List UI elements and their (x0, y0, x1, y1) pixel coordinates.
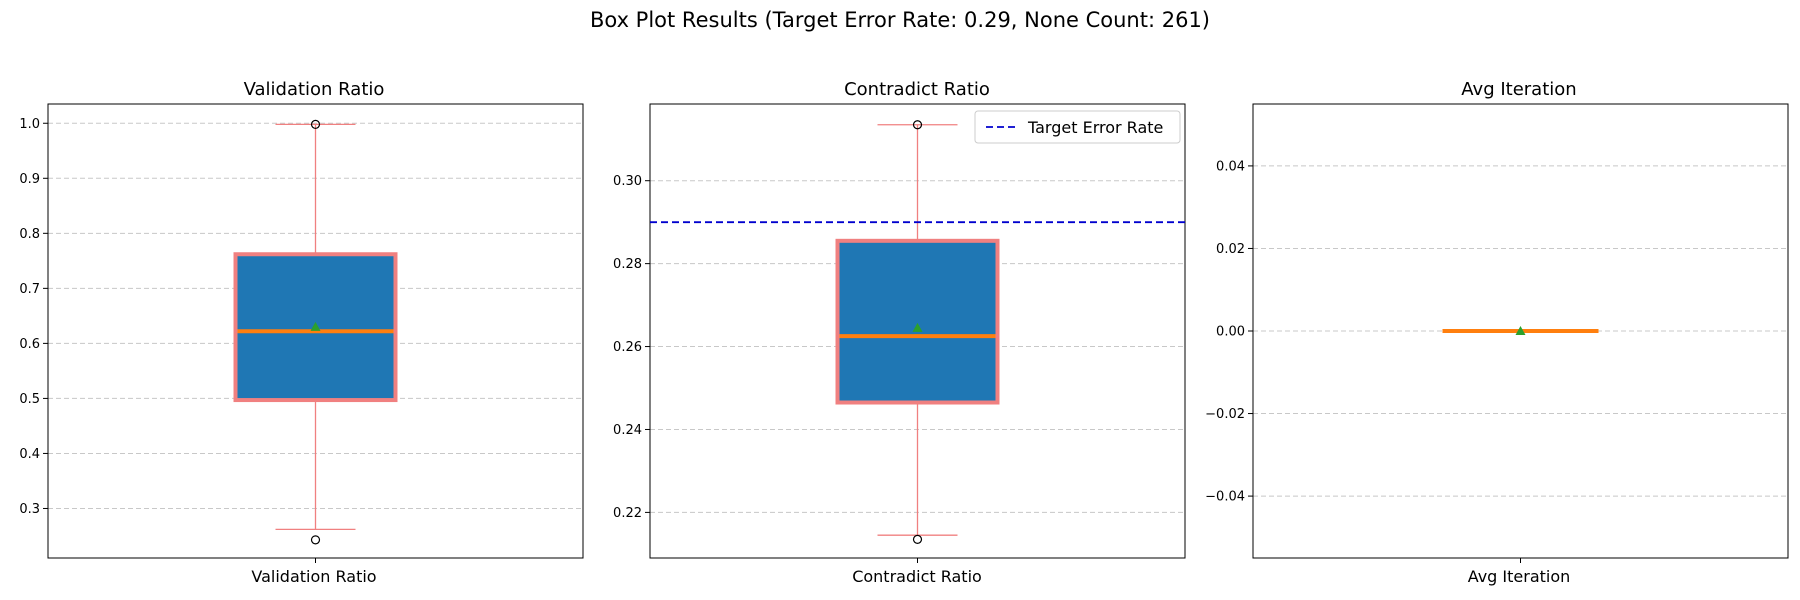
panel-avg-iteration: Avg Iteration Avg Iteration −0.04 −0.02 0.… (1205, 79, 1789, 586)
panel-title: Contradict Ratio (844, 79, 990, 100)
x-category-label: Avg Iteration (1468, 567, 1571, 586)
y-tick-label: 0.5 (19, 392, 40, 407)
y-tick-label: 0.00 (1216, 325, 1245, 340)
y-tick-label: 0.4 (19, 447, 40, 462)
y-tick-label: 0.02 (1216, 242, 1245, 257)
y-tick-label: 0.8 (19, 227, 40, 242)
outlier-point (310, 119, 321, 129)
y-tick-label: 0.22 (613, 506, 642, 521)
y-tick-label: 0.24 (613, 423, 642, 438)
x-category-label: Contradict Ratio (852, 567, 982, 586)
outlier-point (310, 535, 321, 545)
mean-marker (310, 321, 321, 331)
box-iqr (835, 238, 1000, 405)
y-tick-label: 0.6 (19, 337, 40, 352)
y-tick-label: 0.28 (613, 257, 642, 272)
legend-label: Target Error Rate (1027, 118, 1163, 137)
outlier-point (912, 120, 923, 130)
y-tick-label: 0.9 (19, 172, 40, 187)
y-tick-label: −0.02 (1205, 407, 1245, 422)
y-tick-label: −0.04 (1205, 490, 1245, 505)
legend-box (974, 110, 1181, 144)
y-tick-label: 0.3 (19, 502, 40, 517)
y-tick-label: 0.04 (1216, 159, 1245, 174)
mean-marker (912, 322, 923, 332)
y-tick-label: 0.7 (19, 282, 40, 297)
panel-title: Avg Iteration (1461, 79, 1576, 100)
panel-contradict-ratio: Contradict Ratio Contradict Ratio 0.22 0.… (613, 79, 1186, 586)
y-tick-label: 0.26 (613, 340, 642, 355)
mean-marker (1515, 326, 1526, 335)
x-category-label: Validation Ratio (251, 567, 376, 586)
y-tick-label: 0.30 (613, 174, 642, 189)
panel-title: Validation Ratio (244, 79, 385, 100)
legend: Target Error Rate (974, 110, 1181, 144)
figure-suptitle: Box Plot Results (Target Error Rate: 0.2… (590, 8, 1210, 32)
y-tick-label: 1.0 (19, 117, 40, 132)
panel-validation-ratio: Validation Ratio Validation Ratio 0.3 0.4… (19, 79, 584, 586)
outlier-point (912, 534, 923, 544)
